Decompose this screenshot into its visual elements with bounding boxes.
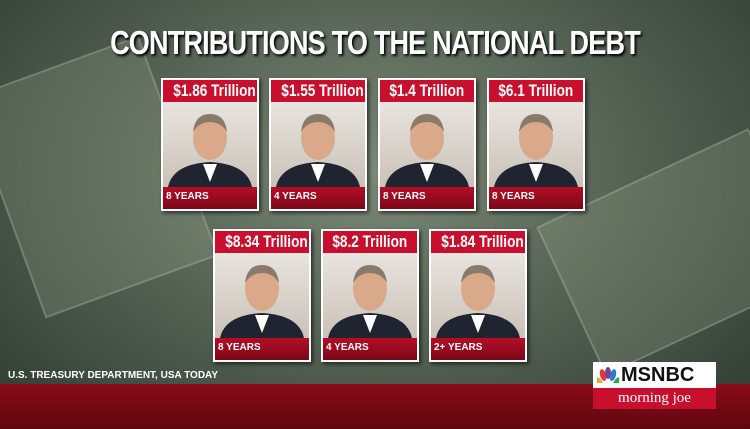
- amount: $1.55 Trillion: [281, 81, 364, 100]
- years: 4 YEARS: [271, 187, 365, 209]
- years: 8 YEARS: [215, 338, 309, 360]
- network-name: MSNBC: [621, 364, 695, 386]
- amount-banner: $1.84 Trillion: [431, 231, 525, 253]
- title: CONTRIBUTIONS TO THE NATIONAL DEBT: [110, 24, 641, 61]
- network-logo: MSNBC: [593, 362, 716, 388]
- card: $1.86 Trillion 8 YEARS: [161, 78, 259, 211]
- amount-banner: $1.55 Trillion: [271, 80, 365, 102]
- amount-banner: $8.34 Trillion: [215, 231, 309, 253]
- years: 4 YEARS: [323, 338, 417, 360]
- portrait: [215, 253, 309, 338]
- card: $1.4 Trillion 8 YEARS: [378, 78, 476, 211]
- portrait-silhouette: [168, 114, 252, 187]
- amount-banner: $8.2 Trillion: [323, 231, 417, 253]
- amount-banner: $1.86 Trillion: [163, 80, 257, 102]
- card: $6.1 Trillion 8 YEARS: [487, 78, 585, 211]
- portrait-silhouette: [436, 265, 520, 338]
- card: $8.34 Trillion 8 YEARS: [213, 229, 311, 362]
- amount: $1.4 Trillion: [389, 81, 465, 100]
- years: 8 YEARS: [163, 187, 257, 209]
- logo: MSNBC morning joe: [593, 362, 716, 409]
- portrait-silhouette: [494, 114, 578, 187]
- portrait: [323, 253, 417, 338]
- card: $1.55 Trillion 4 YEARS: [269, 78, 367, 211]
- portrait-silhouette: [220, 265, 304, 338]
- card: $1.84 Trillion 2+ YEARS: [429, 229, 527, 362]
- source: U.S. TREASURY DEPARTMENT, USA TODAY: [8, 370, 219, 381]
- portrait: [489, 102, 583, 187]
- peacock: [597, 367, 619, 383]
- amount: $1.86 Trillion: [173, 81, 256, 100]
- portrait: [431, 253, 525, 338]
- show-name: morning joe: [593, 388, 716, 409]
- amount: $6.1 Trillion: [498, 81, 574, 100]
- amount-banner: $6.1 Trillion: [489, 80, 583, 102]
- portrait-silhouette: [276, 114, 360, 187]
- amount: $8.2 Trillion: [332, 232, 408, 251]
- amount: $1.84 Trillion: [441, 232, 524, 251]
- portrait: [163, 102, 257, 187]
- card: $8.2 Trillion 4 YEARS: [321, 229, 419, 362]
- portrait: [271, 102, 365, 187]
- years: 2+ YEARS: [431, 338, 525, 360]
- amount-banner: $1.4 Trillion: [380, 80, 474, 102]
- years: 8 YEARS: [489, 187, 583, 209]
- years: 8 YEARS: [380, 187, 474, 209]
- portrait-silhouette: [328, 265, 412, 338]
- amount: $8.34 Trillion: [225, 232, 308, 251]
- portrait-silhouette: [385, 114, 469, 187]
- portrait: [380, 102, 474, 187]
